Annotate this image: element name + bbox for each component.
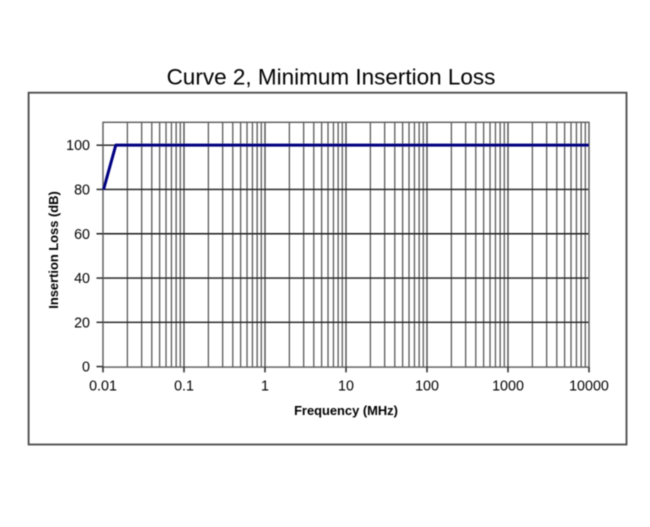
svg-text:100: 100 bbox=[415, 379, 439, 395]
svg-text:60: 60 bbox=[74, 227, 90, 243]
svg-text:40: 40 bbox=[74, 271, 90, 287]
svg-text:1000: 1000 bbox=[492, 379, 524, 395]
svg-text:10000: 10000 bbox=[569, 379, 609, 395]
svg-text:0: 0 bbox=[82, 360, 90, 376]
svg-text:Insertion Loss (dB): Insertion Loss (dB) bbox=[46, 191, 61, 308]
svg-text:Frequency (MHz): Frequency (MHz) bbox=[294, 403, 398, 418]
svg-text:1: 1 bbox=[261, 379, 269, 395]
svg-text:100: 100 bbox=[66, 138, 90, 154]
svg-text:10: 10 bbox=[338, 379, 354, 395]
svg-text:0.01: 0.01 bbox=[89, 379, 117, 395]
svg-text:Curve 2, Minimum Insertion Los: Curve 2, Minimum Insertion Loss bbox=[167, 65, 496, 90]
svg-text:0.1: 0.1 bbox=[174, 379, 194, 395]
svg-text:80: 80 bbox=[74, 183, 90, 199]
svg-text:20: 20 bbox=[74, 315, 90, 331]
